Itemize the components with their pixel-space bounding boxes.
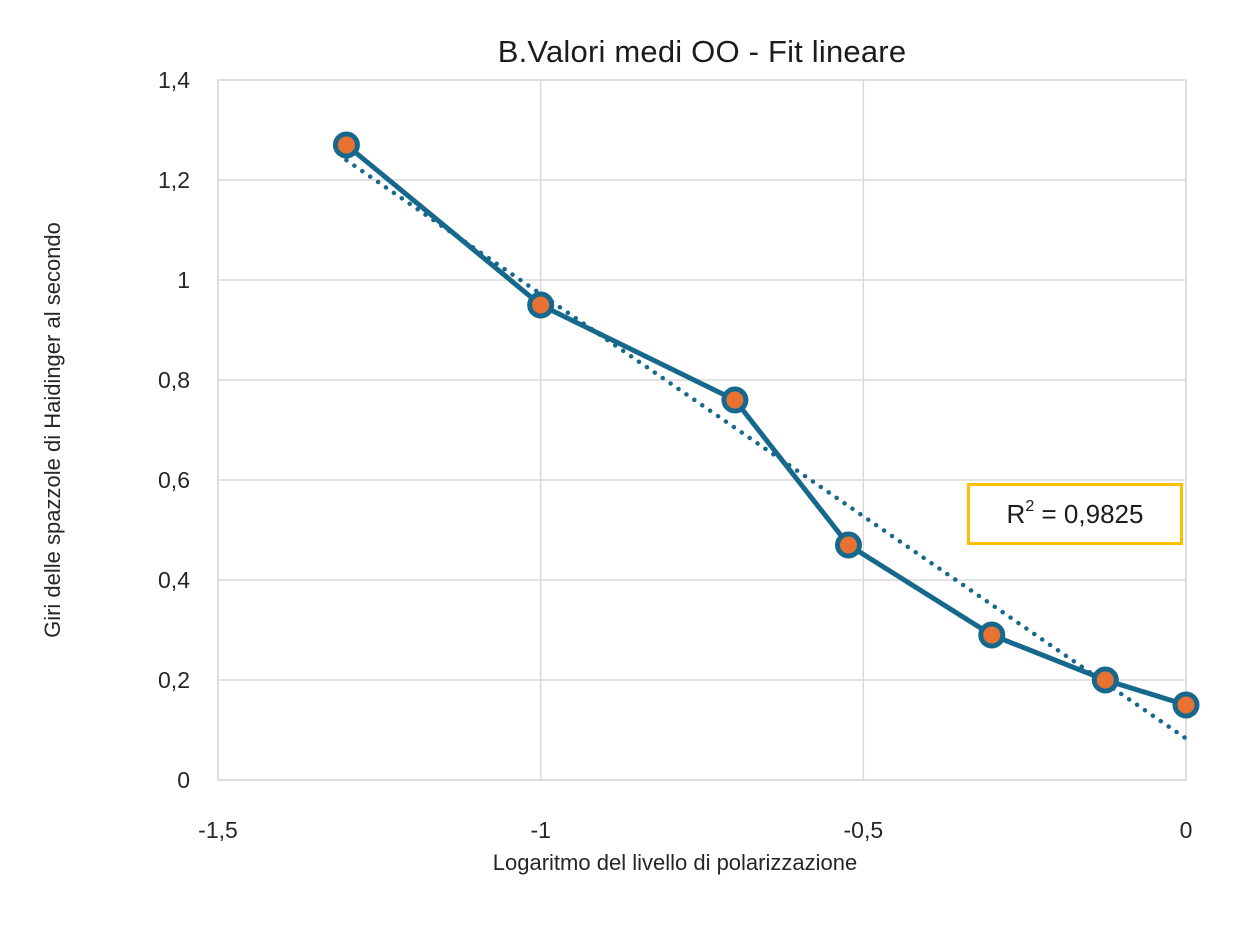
x-tick-label: -1,5 [198, 817, 238, 843]
data-point-marker [721, 386, 749, 414]
r-squared-annotation: R2 = 0,9825 [967, 483, 1183, 545]
y-tick-label: 0,2 [158, 667, 190, 693]
chart-title: B.Valori medi OO - Fit lineare [497, 34, 907, 69]
trendline-dotted [344, 157, 1189, 741]
x-tick-label: 0 [1180, 817, 1193, 843]
y-tick-label: 1,4 [158, 67, 190, 93]
y-tick-label: 1 [177, 267, 190, 293]
r-squared-text: R2 = 0,9825 [1006, 496, 1144, 529]
data-point-marker [332, 131, 360, 159]
y-tick-label: 0 [177, 767, 190, 793]
y-tick-label: 0,8 [158, 367, 190, 393]
data-point-marker [527, 291, 555, 319]
x-axis-title: Logaritmo del livello di polarizzazione [492, 850, 858, 875]
x-tick-label: -1 [530, 817, 550, 843]
y-tick-label: 0,4 [158, 567, 190, 593]
x-tick-label: -0,5 [844, 817, 884, 843]
data-series-line [343, 142, 1189, 708]
plot-border [217, 79, 1187, 781]
y-tick-label: 1,2 [158, 167, 190, 193]
data-point-marker [1091, 666, 1119, 694]
y-axis-title: Giri delle spazzole di Haidinger al seco… [40, 222, 65, 638]
data-point-marker [1172, 691, 1200, 719]
y-tick-label: 0,6 [158, 467, 190, 493]
data-point-marker [978, 621, 1006, 649]
data-point-marker [834, 531, 862, 559]
